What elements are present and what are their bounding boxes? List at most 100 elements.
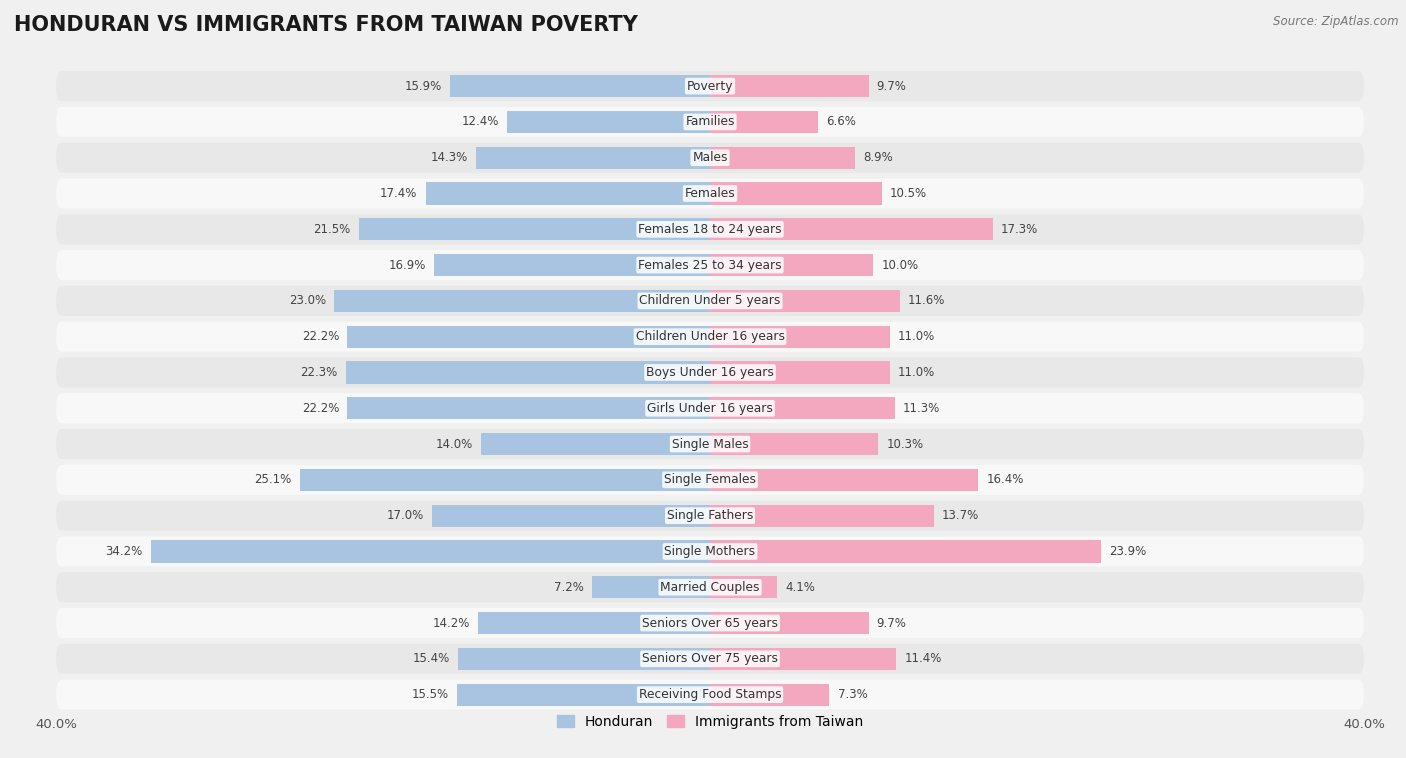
Bar [481,433,710,455]
Bar [150,540,710,562]
Text: Females 25 to 34 years: Females 25 to 34 years [638,258,782,271]
Text: HONDURAN VS IMMIGRANTS FROM TAIWAN POVERTY: HONDURAN VS IMMIGRANTS FROM TAIWAN POVER… [14,15,638,35]
Text: 11.0%: 11.0% [898,330,935,343]
Text: Single Females: Single Females [664,473,756,487]
Text: 15.9%: 15.9% [405,80,441,92]
Text: 22.3%: 22.3% [299,366,337,379]
FancyBboxPatch shape [56,608,1364,638]
Bar [710,146,855,169]
Bar [592,576,710,598]
Text: 22.2%: 22.2% [302,402,339,415]
Text: Seniors Over 65 years: Seniors Over 65 years [643,616,778,630]
FancyBboxPatch shape [56,321,1364,352]
Bar [346,362,710,384]
Text: 14.2%: 14.2% [433,616,470,630]
FancyBboxPatch shape [56,680,1364,709]
Bar [710,183,882,205]
Text: 14.0%: 14.0% [436,437,472,450]
Text: 14.3%: 14.3% [430,151,468,164]
Bar [477,146,710,169]
Bar [426,183,710,205]
Bar [710,468,979,491]
Bar [434,254,710,276]
Text: Girls Under 16 years: Girls Under 16 years [647,402,773,415]
Text: 8.9%: 8.9% [863,151,893,164]
FancyBboxPatch shape [56,500,1364,531]
Text: 17.3%: 17.3% [1001,223,1038,236]
Bar [710,397,894,419]
Text: 25.1%: 25.1% [254,473,291,487]
Text: Families: Families [685,115,735,128]
Text: 22.2%: 22.2% [302,330,339,343]
Text: Children Under 5 years: Children Under 5 years [640,294,780,308]
Text: 11.6%: 11.6% [908,294,945,308]
Bar [710,254,873,276]
Text: 16.4%: 16.4% [986,473,1024,487]
Bar [710,684,830,706]
FancyBboxPatch shape [56,107,1364,137]
Text: Females 18 to 24 years: Females 18 to 24 years [638,223,782,236]
FancyBboxPatch shape [56,393,1364,423]
Bar [335,290,710,312]
Text: 21.5%: 21.5% [314,223,350,236]
Bar [347,397,710,419]
FancyBboxPatch shape [56,429,1364,459]
Bar [710,290,900,312]
Bar [710,111,818,133]
Bar [508,111,710,133]
Text: Seniors Over 75 years: Seniors Over 75 years [643,653,778,666]
Text: 10.5%: 10.5% [890,187,927,200]
Text: Children Under 16 years: Children Under 16 years [636,330,785,343]
Text: 6.6%: 6.6% [827,115,856,128]
Bar [710,648,897,670]
Text: 23.0%: 23.0% [288,294,326,308]
Text: 9.7%: 9.7% [877,80,907,92]
Text: 11.3%: 11.3% [903,402,941,415]
Legend: Honduran, Immigrants from Taiwan: Honduran, Immigrants from Taiwan [551,709,869,735]
Text: 23.9%: 23.9% [1109,545,1146,558]
Text: 15.4%: 15.4% [413,653,450,666]
Text: 16.9%: 16.9% [388,258,426,271]
Bar [710,75,869,97]
Bar [432,505,710,527]
Text: 13.7%: 13.7% [942,509,980,522]
Text: Single Males: Single Males [672,437,748,450]
FancyBboxPatch shape [56,286,1364,316]
Bar [450,75,710,97]
FancyBboxPatch shape [56,572,1364,603]
Text: 4.1%: 4.1% [785,581,815,594]
Bar [710,218,993,240]
FancyBboxPatch shape [56,358,1364,387]
Text: 7.3%: 7.3% [838,688,868,701]
Text: 15.5%: 15.5% [412,688,449,701]
Text: Males: Males [692,151,728,164]
FancyBboxPatch shape [56,178,1364,208]
Text: Females: Females [685,187,735,200]
Text: Married Couples: Married Couples [661,581,759,594]
Text: 17.4%: 17.4% [380,187,418,200]
Text: 9.7%: 9.7% [877,616,907,630]
Text: 10.3%: 10.3% [887,437,924,450]
FancyBboxPatch shape [56,537,1364,566]
Text: Single Fathers: Single Fathers [666,509,754,522]
Bar [299,468,710,491]
Text: 17.0%: 17.0% [387,509,425,522]
Bar [710,433,879,455]
Text: Receiving Food Stamps: Receiving Food Stamps [638,688,782,701]
Text: 11.4%: 11.4% [904,653,942,666]
FancyBboxPatch shape [56,250,1364,280]
Bar [710,612,869,634]
FancyBboxPatch shape [56,143,1364,173]
Text: 10.0%: 10.0% [882,258,918,271]
Text: 11.0%: 11.0% [898,366,935,379]
Bar [458,648,710,670]
FancyBboxPatch shape [56,644,1364,674]
Bar [710,576,778,598]
Bar [457,684,710,706]
Text: Source: ZipAtlas.com: Source: ZipAtlas.com [1274,15,1399,28]
Bar [359,218,710,240]
Bar [347,326,710,348]
Bar [710,362,890,384]
FancyBboxPatch shape [56,465,1364,495]
Text: 34.2%: 34.2% [105,545,143,558]
